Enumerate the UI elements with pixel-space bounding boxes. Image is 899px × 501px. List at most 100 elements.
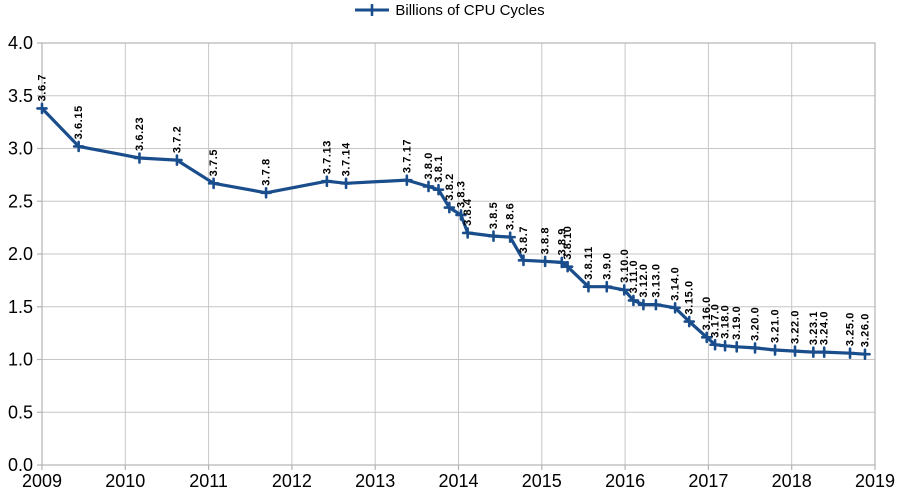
data-point-label: 3.26.0 — [860, 313, 872, 347]
data-point-marker — [709, 338, 721, 351]
data-point-label: 3.8.8 — [540, 227, 552, 254]
data-point-label: 3.8.4 — [462, 198, 474, 226]
data-point-marker — [455, 209, 467, 221]
data-point-label: 3.7.13 — [321, 140, 333, 174]
data-point-label: 3.21.0 — [770, 309, 782, 343]
data-point-label: 3.7.14 — [341, 142, 353, 176]
data-point-marker — [700, 331, 713, 344]
data-point-marker — [133, 152, 146, 164]
y-axis-tick-label: 0.5 — [8, 402, 33, 422]
data-point-marker — [340, 177, 352, 190]
y-axis-tick-label: 4.0 — [8, 33, 33, 53]
data-point-label: 3.6.15 — [73, 105, 85, 139]
data-point-label: 3.8.9 — [556, 228, 568, 255]
data-point-label: 3.25.0 — [845, 312, 857, 346]
y-axis-tick-label: 2.5 — [8, 191, 33, 211]
data-point-marker — [749, 342, 761, 354]
data-point-marker — [683, 315, 696, 328]
data-point-label: 3.7.8 — [261, 158, 273, 185]
data-point-label: 3.13.0 — [650, 263, 662, 297]
data-point-label: 3.23.1 — [808, 311, 820, 345]
legend-line-marker-shape — [366, 4, 379, 16]
data-point-marker — [769, 344, 781, 356]
data-point-label: 3.8.3 — [455, 180, 467, 207]
x-axis-tick-label: 2018 — [772, 471, 812, 491]
data-point-label: 3.8.11 — [583, 246, 595, 280]
data-point-label: 3.8.7 — [518, 226, 530, 253]
data-point-marker — [859, 348, 871, 361]
data-point-marker — [555, 256, 568, 269]
data-point-marker — [818, 346, 830, 358]
x-axis-tick-label: 2015 — [522, 471, 562, 491]
data-point-marker — [650, 298, 662, 311]
data-point-marker — [207, 177, 220, 190]
data-point-label: 3.12.0 — [638, 263, 650, 297]
x-axis-tick-label: 2019 — [855, 471, 895, 491]
data-point-marker — [461, 227, 474, 239]
x-axis-tick-label: 2014 — [438, 471, 478, 491]
y-axis-tick-label: 1.5 — [8, 297, 33, 317]
data-point-marker — [487, 230, 500, 242]
data-point-marker — [789, 345, 801, 357]
data-point-label: 3.16.0 — [701, 296, 713, 330]
data-point-marker — [669, 302, 681, 314]
data-point-marker — [422, 180, 435, 193]
y-axis-tick-label: 3.5 — [8, 86, 33, 106]
x-axis-tick-label: 2012 — [272, 471, 312, 491]
legend-label: Billions of CPU Cycles — [395, 1, 545, 19]
data-point-label: 3.8.1 — [433, 155, 445, 182]
data-point-marker — [627, 294, 640, 307]
data-point-label: 3.17.0 — [710, 304, 722, 338]
data-point-label: 3.8.10 — [562, 225, 574, 259]
data-point-label: 3.14.0 — [670, 267, 682, 301]
y-axis-tick-label: 3.0 — [8, 139, 33, 159]
data-point-label: 3.20.0 — [750, 307, 762, 341]
data-point-marker — [72, 140, 85, 153]
data-point-marker — [443, 201, 456, 214]
data-point-marker — [36, 102, 48, 115]
x-axis-tick-label: 2017 — [688, 471, 728, 491]
data-point-marker — [517, 254, 530, 267]
data-point-label: 3.7.2 — [171, 126, 183, 153]
data-point-label: 3.15.0 — [684, 280, 696, 314]
data-point-label: 3.8.2 — [444, 173, 456, 200]
data-point-marker — [844, 347, 856, 359]
y-axis-tick-label: 2.0 — [8, 244, 33, 264]
x-axis-tick-label: 2009 — [22, 471, 62, 491]
data-point-label: 3.6.23 — [134, 117, 146, 151]
data-point-marker — [504, 231, 516, 243]
data-point-label: 3.18.0 — [720, 305, 732, 339]
data-point-label: 3.6.7 — [37, 74, 49, 101]
chart-legend: Billions of CPU Cycles — [0, 1, 899, 19]
data-point-marker — [730, 341, 743, 353]
data-point-marker — [637, 298, 650, 311]
data-point-marker — [618, 284, 631, 296]
data-point-label: 3.24.0 — [819, 311, 831, 345]
data-point-label: 3.8.0 — [423, 152, 435, 179]
x-axis-tick-label: 2016 — [605, 471, 645, 491]
legend-line-marker-icon — [355, 4, 390, 16]
data-point-marker — [401, 174, 413, 186]
data-point-marker — [432, 183, 445, 196]
y-axis-tick-label: 1.0 — [8, 350, 33, 370]
data-point-label: 3.22.0 — [790, 310, 802, 344]
data-point-marker — [807, 346, 820, 358]
data-point-label: 3.11.0 — [628, 260, 640, 294]
x-axis-tick-label: 2011 — [189, 471, 228, 491]
data-point-label: 3.9.0 — [601, 252, 613, 279]
data-point-label: 3.8.6 — [505, 203, 517, 230]
data-point-marker — [582, 280, 595, 293]
x-axis-tick-label: 2010 — [105, 471, 145, 491]
data-point-label: 3.10.0 — [619, 249, 631, 283]
data-point-label: 3.8.5 — [488, 202, 500, 229]
data-point-marker — [171, 154, 183, 166]
y-axis-tick-label: 0.0 — [8, 455, 33, 475]
data-point-marker — [719, 339, 731, 352]
data-point-label: 3.7.5 — [208, 149, 220, 176]
data-point-label: 3.7.17 — [401, 139, 413, 173]
data-point-label: 3.19.0 — [731, 306, 743, 340]
x-axis-tick-label: 2013 — [355, 471, 395, 491]
data-point-marker — [260, 187, 272, 199]
data-point-marker — [561, 260, 574, 273]
